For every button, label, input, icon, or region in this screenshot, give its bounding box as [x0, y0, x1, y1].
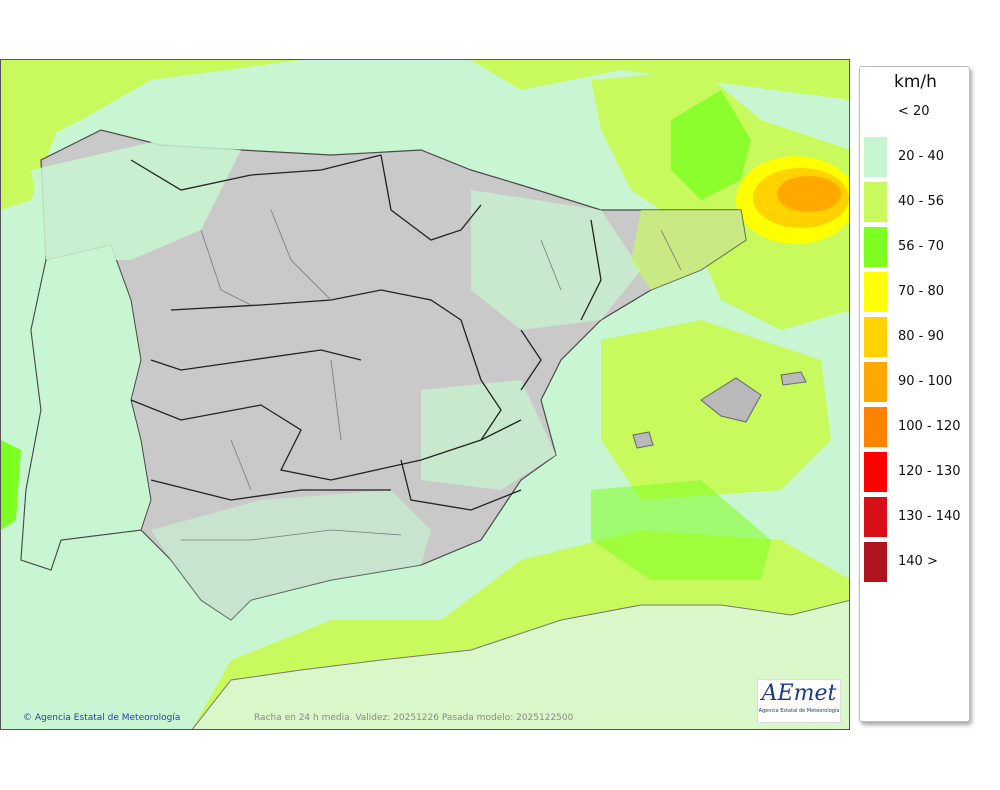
land-band-levante [421, 380, 556, 490]
legend-swatch [864, 272, 887, 312]
legend-swatch [864, 182, 887, 222]
legend-item: 20 - 40 [864, 137, 968, 177]
legend-item: 40 - 56 [864, 182, 968, 222]
map-canvas [1, 60, 849, 729]
land-band-ebro [471, 190, 641, 330]
copyright-icon: © [23, 713, 32, 723]
wind-band-north [1, 60, 849, 160]
legend-label: 56 - 70 [898, 239, 945, 254]
credit-line: © Agencia Estatal de Meteorología [23, 713, 180, 723]
legend-swatch [864, 452, 887, 492]
wind-band-northwest [1, 60, 81, 210]
legend-label: 120 - 130 [898, 464, 961, 479]
logo-subtext: Agencia Estatal de Meteorología [758, 708, 840, 714]
north-africa-coast [191, 599, 849, 729]
legend-label: 40 - 56 [898, 194, 945, 209]
region-borders [130, 154, 602, 511]
legend-item: 140 > [864, 542, 968, 582]
legend-item: 70 - 80 [864, 272, 968, 312]
province-borders [181, 209, 682, 541]
legend-item: 80 - 90 [864, 317, 968, 357]
legend-label: 80 - 90 [898, 329, 945, 344]
legend-label: < 20 [898, 104, 930, 119]
legend-item: < 20 [864, 92, 968, 132]
legend-item: 130 - 140 [864, 497, 968, 537]
legend-swatch [864, 407, 887, 447]
legend-swatch [864, 137, 887, 177]
legend-item: 90 - 100 [864, 362, 968, 402]
legend-label: 70 - 80 [898, 284, 945, 299]
ibiza [632, 431, 654, 449]
legend-label: 140 > [898, 554, 938, 569]
legend-swatch [864, 362, 887, 402]
legend-label: 20 - 40 [898, 149, 945, 164]
legend-item: 100 - 120 [864, 407, 968, 447]
legend-swatch [864, 317, 887, 357]
credit-text: Agencia Estatal de Meteorología [34, 713, 181, 723]
legend-label: 100 - 120 [898, 419, 961, 434]
map-caption: Racha en 24 h media. Validez: 20251226 P… [254, 713, 574, 723]
land-band-andalusia [151, 490, 431, 620]
legend-item: 56 - 70 [864, 227, 968, 267]
wind-patch-east [591, 480, 771, 580]
wind-patch-north-catalonia [671, 90, 751, 200]
legend-swatch [864, 497, 887, 537]
wind-gust-map: © Agencia Estatal de Meteorología Racha … [0, 59, 850, 730]
legend-item: 120 - 130 [864, 452, 968, 492]
portugal [20, 244, 152, 571]
legend-unit: km/h [894, 72, 937, 92]
aemet-logo: AEmet Agencia Estatal de Meteorología [757, 679, 841, 723]
legend-label: 90 - 100 [898, 374, 953, 389]
wind-band-gulf-lion [591, 70, 849, 330]
legend-label: 130 - 140 [898, 509, 961, 524]
wind-zone-90-100 [777, 176, 841, 212]
mallorca [700, 377, 762, 423]
logo-wordmark: AEmet [761, 681, 837, 706]
wind-speed-legend: km/h < 20 20 - 40 40 - 56 56 - 70 70 - 80 80 … [859, 66, 970, 722]
land-band-northwest [31, 140, 241, 260]
legend-swatch [864, 227, 887, 267]
land-band-catalonia [631, 210, 746, 290]
legend-swatch [864, 542, 887, 582]
legend-swatch [864, 92, 887, 132]
wind-band-atlantic-west [1, 440, 21, 530]
menorca [780, 371, 807, 386]
